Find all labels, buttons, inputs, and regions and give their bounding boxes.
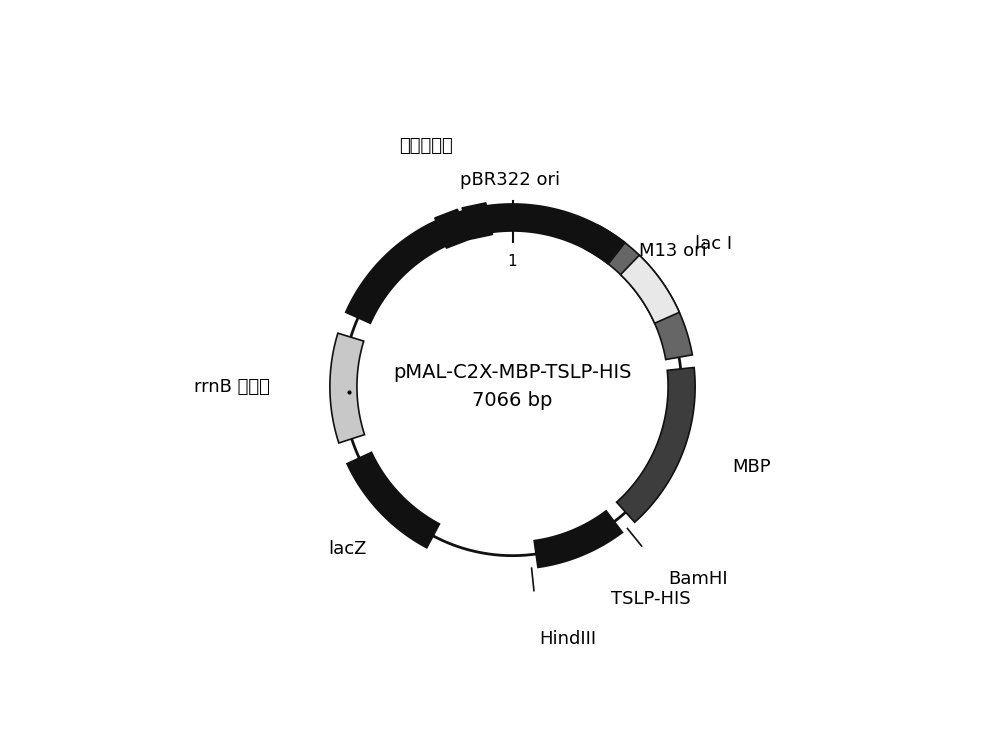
Text: pBR322 ori: pBR322 ori: [460, 171, 560, 190]
Polygon shape: [586, 225, 692, 359]
Text: HindIII: HindIII: [539, 630, 596, 648]
Bar: [435, 209, 469, 248]
Polygon shape: [330, 333, 365, 443]
Text: BamHI: BamHI: [669, 570, 728, 589]
Bar: [462, 203, 493, 239]
Text: rrnB 终止子: rrnB 终止子: [194, 378, 270, 395]
Text: 7066 bp: 7066 bp: [472, 391, 553, 410]
Polygon shape: [346, 204, 625, 324]
Text: 1: 1: [508, 253, 517, 269]
Text: lacZ: lacZ: [328, 540, 367, 559]
Polygon shape: [621, 255, 679, 324]
Text: M13 ori: M13 ori: [639, 242, 706, 260]
Text: pMAL-C2X-MBP-TSLP-HIS: pMAL-C2X-MBP-TSLP-HIS: [393, 363, 632, 382]
Text: MBP: MBP: [732, 458, 771, 476]
Text: TSLP-HIS: TSLP-HIS: [611, 589, 691, 608]
Text: 氨苄青霉素: 氨苄青霉素: [399, 137, 453, 155]
Polygon shape: [617, 367, 695, 522]
Polygon shape: [347, 452, 439, 548]
Polygon shape: [534, 511, 622, 567]
Text: lac I: lac I: [695, 235, 732, 253]
